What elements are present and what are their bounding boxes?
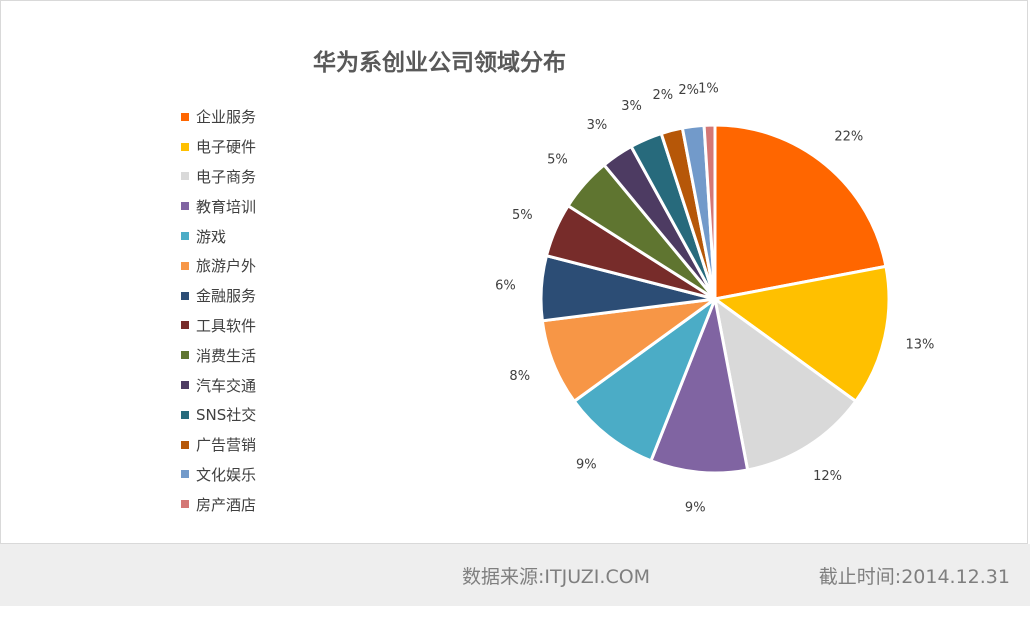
pie-data-label: 2%	[652, 88, 673, 103]
legend-item: 文化娱乐	[181, 460, 256, 490]
legend-item: SNS社交	[181, 400, 256, 430]
footer-bar: 数据来源:ITJUZI.COM 截止时间:2014.12.31	[0, 544, 1030, 606]
legend-swatch	[181, 500, 189, 509]
pie-data-label: 5%	[512, 208, 533, 223]
pie-slice	[702, 123, 717, 301]
legend-label: 企业服务	[196, 108, 257, 127]
pie-data-label: 13%	[905, 337, 934, 352]
legend-swatch	[181, 440, 189, 449]
legend-swatch	[181, 232, 189, 241]
legend-swatch	[181, 142, 189, 151]
legend-label: 金融服务	[196, 287, 257, 306]
pie-slice	[572, 297, 717, 463]
legend-item: 教育培训	[181, 191, 256, 221]
legend-label: 广告营销	[196, 436, 257, 455]
legend-label: SNS社交	[196, 406, 257, 425]
legend-swatch	[181, 202, 189, 211]
pie-data-label: 3%	[587, 118, 608, 133]
legend-label: 游戏	[196, 227, 227, 246]
pie-slice	[713, 123, 888, 301]
legend-item: 广告营销	[181, 430, 256, 460]
legend-item: 工具软件	[181, 311, 256, 341]
legend-item: 金融服务	[181, 281, 256, 311]
pie-data-label: 22%	[834, 130, 863, 145]
legend-label: 汽车交通	[196, 376, 257, 395]
legend-item: 电子硬件	[181, 132, 256, 162]
legend-swatch	[181, 470, 189, 479]
pie-chart: 22%13%12%9%9%8%6%5%5%3%3%2% 2% 1%	[495, 82, 934, 516]
pie-data-label: 8%	[509, 369, 530, 384]
legend-swatch	[181, 172, 189, 181]
legend-item: 电子商务	[181, 162, 256, 192]
legend: 企业服务电子硬件电子商务教育培训游戏旅游户外金融服务工具软件消费生活汽车交通 SN…	[181, 102, 256, 519]
legend-swatch	[181, 112, 189, 121]
legend-swatch	[181, 381, 189, 390]
pie-data-label: 5%	[547, 153, 568, 168]
legend-label: 文化娱乐	[196, 465, 257, 484]
legend-item: 旅游户外	[181, 251, 256, 281]
legend-label: 旅游户外	[196, 257, 257, 276]
pie-data-label: 12%	[813, 469, 842, 484]
chart-title: 华为系创业公司领域分布	[313, 50, 566, 76]
legend-label: 教育培训	[196, 197, 257, 216]
legend-label: 电子商务	[196, 167, 257, 186]
legend-swatch	[181, 321, 189, 330]
legend-swatch	[181, 261, 189, 270]
legend-item: 企业服务	[181, 102, 256, 132]
data-source-text: 数据来源:ITJUZI.COM	[462, 566, 651, 588]
legend-item: 消费生活	[181, 340, 256, 370]
pie-data-label: 3%	[621, 99, 642, 114]
legend-swatch	[181, 410, 189, 419]
legend-label: 房产酒店	[196, 495, 257, 514]
pie-data-label: 2%	[678, 83, 699, 98]
pie-slice	[649, 297, 750, 475]
pie-data-label: 6%	[495, 278, 516, 293]
legend-label: 工具软件	[196, 316, 257, 335]
legend-swatch	[181, 351, 189, 360]
pie-data-label: 9%	[576, 457, 597, 472]
pie-slice	[713, 297, 858, 472]
pie-data-label: 1%	[698, 82, 719, 97]
legend-swatch	[181, 291, 189, 300]
legend-label: 消费生活	[196, 346, 257, 365]
chart-panel: 华为系创业公司领域分布 企业服务电子硬件电子商务教育培训游戏旅游户外金融服务工具…	[0, 0, 1028, 544]
cutoff-date-text: 截止时间:2014.12.31	[818, 566, 1010, 588]
legend-item: 游戏	[181, 221, 256, 251]
pie-slice	[713, 264, 891, 403]
legend-item: 汽车交通	[181, 370, 256, 400]
legend-item: 房产酒店	[181, 489, 256, 519]
pie-data-label: 9%	[685, 501, 706, 516]
legend-label: 电子硬件	[196, 138, 257, 157]
